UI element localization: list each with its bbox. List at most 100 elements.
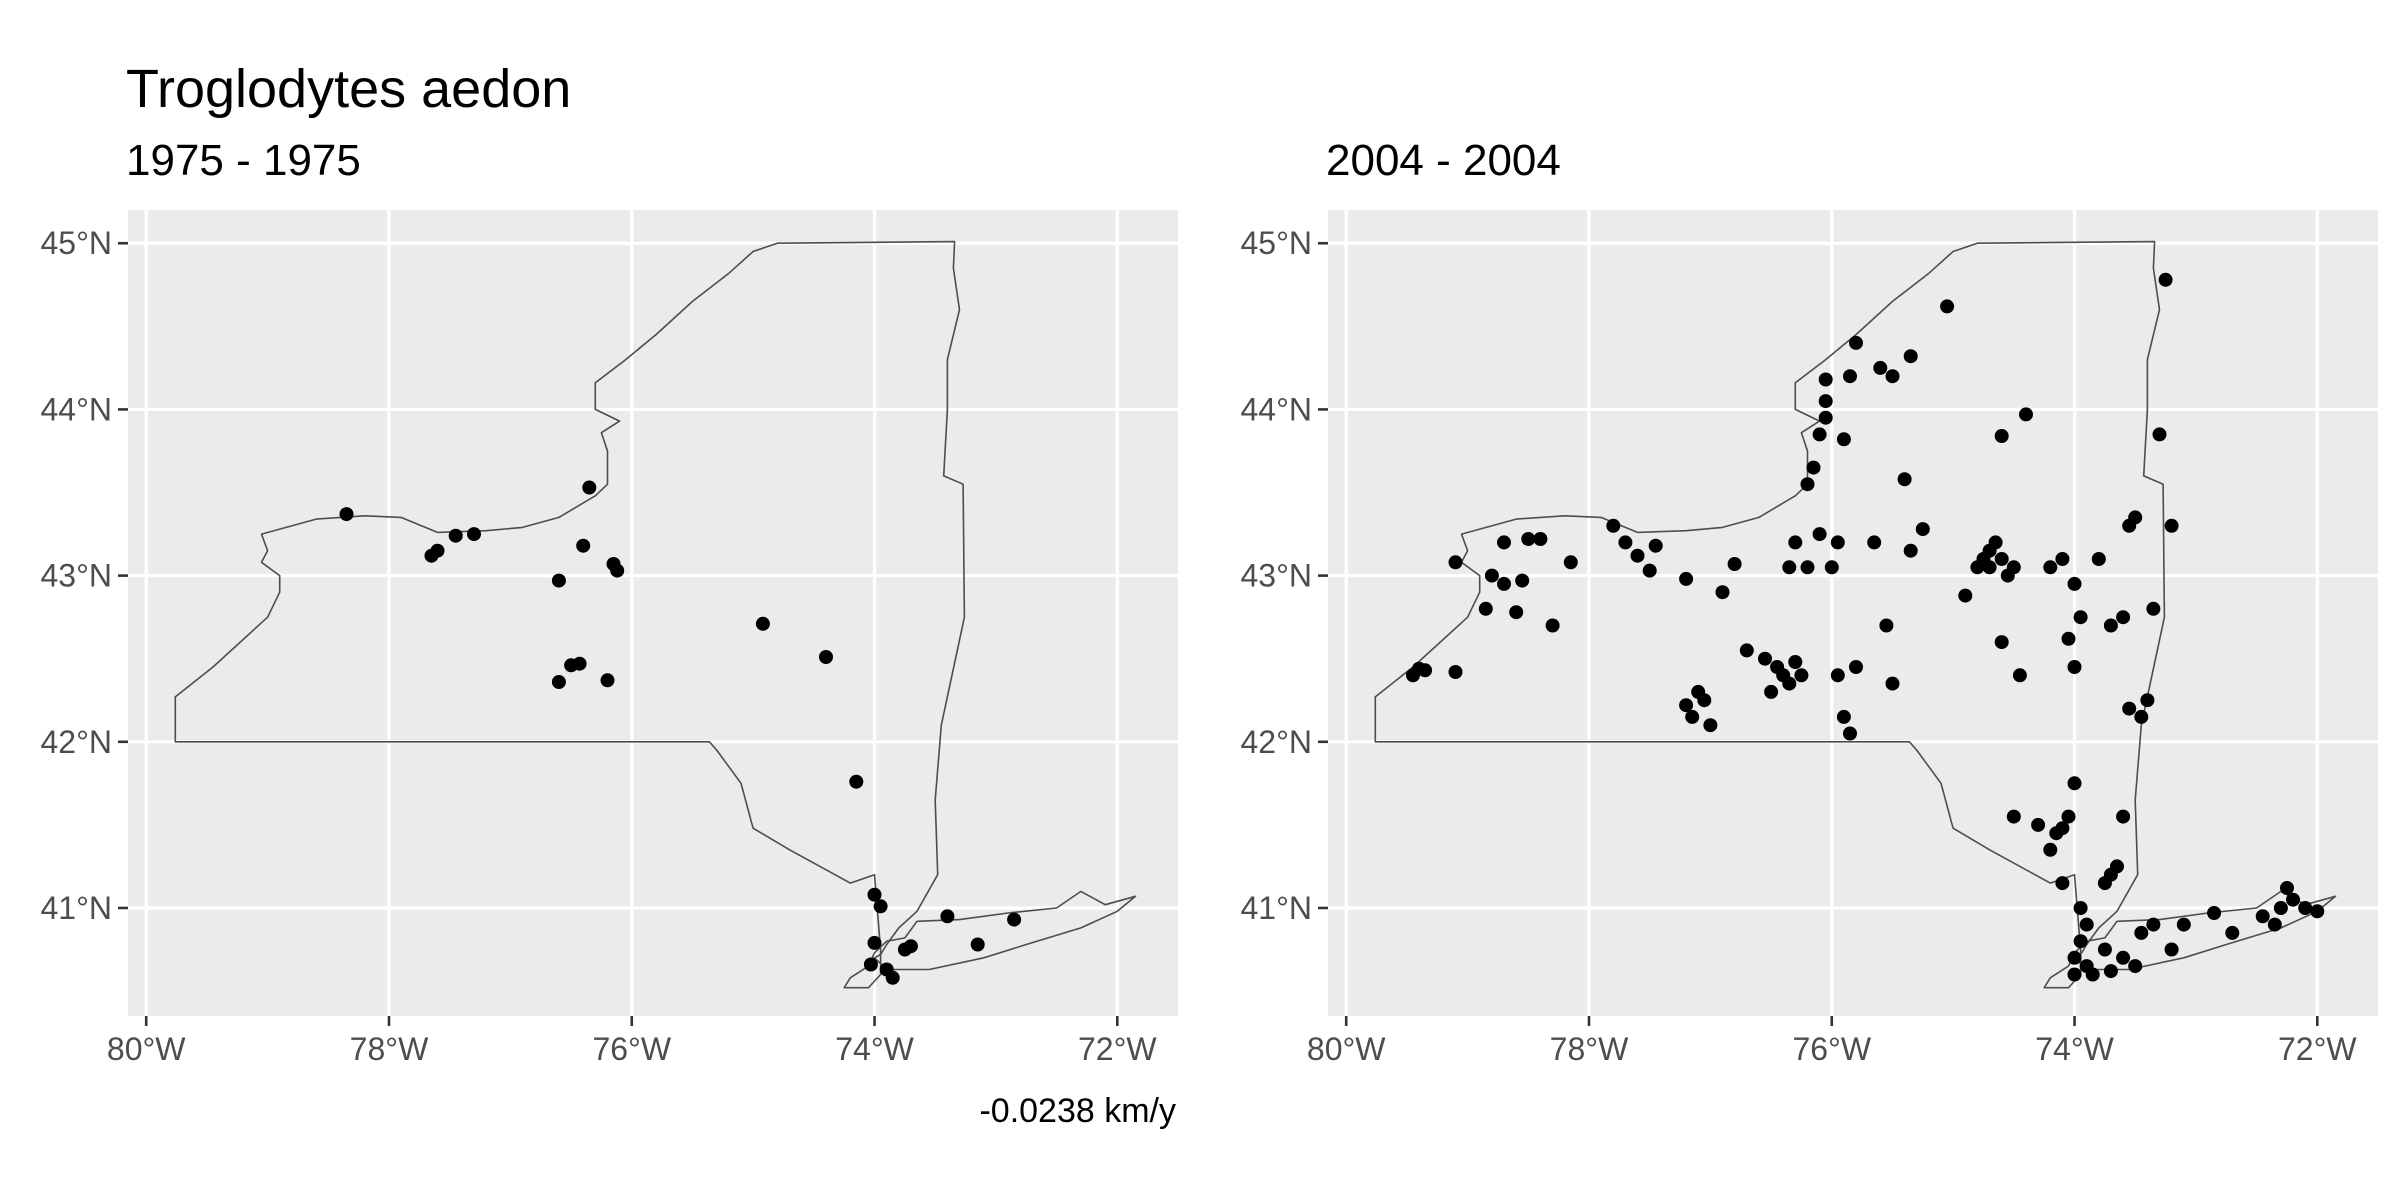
observation-point [1873, 360, 1888, 375]
observation-point [2055, 876, 2070, 891]
observation-point [1824, 560, 1839, 575]
observation-point [819, 650, 833, 664]
observation-point [1642, 563, 1657, 578]
observation-point [863, 957, 878, 972]
observation-point [1509, 605, 1524, 620]
observation-point [2073, 934, 2088, 949]
observation-point [867, 935, 882, 950]
observation-point [1982, 560, 1997, 575]
observation-point [582, 480, 597, 495]
observation-point [2031, 817, 2046, 832]
observation-point [1994, 635, 2009, 650]
observation-point [2116, 950, 2131, 965]
observation-point [576, 538, 591, 553]
observation-point [610, 563, 625, 578]
observation-point [2310, 904, 2325, 919]
observation-point [1940, 299, 1955, 314]
observation-point [551, 675, 566, 689]
observation-point [2164, 518, 2179, 533]
observation-point [885, 970, 900, 985]
observation-point [1867, 535, 1882, 550]
observation-point [1885, 369, 1900, 384]
observation-point [1758, 651, 1772, 666]
observation-point [2116, 610, 2131, 625]
observation-point [1679, 698, 1694, 713]
observation-point [1697, 693, 1712, 708]
x-tick-label: 78°W [350, 1031, 429, 1067]
observation-point [867, 887, 882, 902]
observation-point [2140, 693, 2155, 708]
observation-point [2128, 510, 2143, 525]
observation-point [1007, 912, 1022, 927]
observation-point [2128, 959, 2143, 974]
observation-point [2280, 881, 2294, 895]
observation-point [2091, 552, 2106, 566]
x-tick-label: 80°W [1307, 1031, 1386, 1067]
observation-point [2012, 668, 2027, 683]
observation-point [1818, 394, 1833, 409]
observation-point [1618, 535, 1633, 550]
observation-point [940, 909, 955, 924]
y-tick-label: 45°N [1241, 225, 1313, 261]
observation-point [873, 899, 888, 914]
observation-point [2146, 917, 2161, 932]
observation-point [2067, 660, 2082, 674]
observation-point [1788, 655, 1803, 669]
y-tick-label: 41°N [1241, 890, 1313, 926]
observation-point [1836, 432, 1851, 447]
observation-point [1448, 665, 1463, 679]
observation-point [1782, 676, 1797, 691]
observation-point [2207, 906, 2222, 920]
y-tick-label: 45°N [41, 225, 113, 261]
observation-point [1836, 709, 1851, 724]
x-tick-label: 78°W [1550, 1031, 1629, 1067]
observation-point [2061, 631, 2076, 646]
observation-point [1849, 660, 1863, 674]
panel-1-subtitle: 1975 - 1975 [126, 136, 361, 185]
observation-point [1515, 573, 1530, 588]
observation-point [1648, 538, 1663, 553]
y-tick-label: 43°N [1241, 558, 1313, 594]
observation-point [1806, 460, 1821, 475]
observation-point [1545, 618, 1560, 633]
observation-point [1788, 535, 1803, 550]
state-outline [1374, 240, 2337, 989]
observation-point [448, 528, 463, 543]
observation-point [2116, 809, 2131, 824]
observation-point [1764, 684, 1779, 699]
observation-point [1994, 429, 2009, 443]
observation-point [2073, 610, 2088, 625]
observation-point [2006, 560, 2021, 575]
observation-point [2152, 427, 2167, 442]
observation-point [1448, 555, 1463, 570]
observation-point [2273, 901, 2288, 915]
observation-point [2158, 272, 2173, 287]
observation-point [1478, 601, 1493, 616]
observation-point [2006, 809, 2021, 824]
y-tick-label: 44°N [41, 391, 113, 427]
observation-point [2079, 917, 2094, 932]
x-tick-label: 80°W [107, 1031, 186, 1067]
observation-point [1903, 543, 1918, 558]
chart-title: Troglodytes aedon [126, 59, 572, 119]
panel-background [128, 210, 1178, 1016]
observation-point [551, 573, 566, 588]
y-tick-label: 43°N [41, 558, 113, 594]
x-tick-label: 72°W [1078, 1031, 1157, 1067]
observation-point [2267, 917, 2282, 932]
observation-point [2067, 967, 2082, 982]
observation-point [1800, 560, 1815, 575]
observation-point [430, 543, 445, 558]
observation-point [1679, 571, 1694, 586]
observation-point [1970, 560, 1985, 575]
observation-point [2073, 901, 2088, 915]
observation-point [1982, 543, 1997, 558]
observation-point [1830, 668, 1845, 683]
y-tick-label: 44°N [1241, 391, 1313, 427]
observation-point [2019, 407, 2033, 422]
observation-point [1484, 568, 1499, 583]
observation-point [1843, 726, 1857, 741]
observation-point [1727, 557, 1742, 571]
observation-point [2067, 950, 2082, 965]
